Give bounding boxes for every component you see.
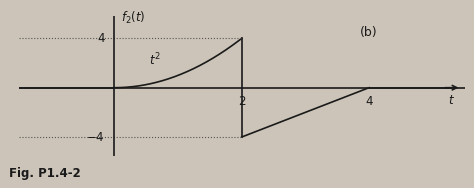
Text: $t^2$: $t^2$ — [149, 51, 161, 68]
Text: $f_2(t)$: $f_2(t)$ — [121, 10, 146, 26]
Text: (b): (b) — [360, 26, 378, 39]
Text: $t$: $t$ — [448, 94, 455, 108]
Text: 4: 4 — [365, 95, 373, 108]
Text: 4: 4 — [97, 32, 105, 45]
Text: Fig. P1.4-2: Fig. P1.4-2 — [9, 168, 81, 180]
Text: 2: 2 — [238, 95, 246, 108]
Text: $-4$: $-4$ — [86, 130, 105, 143]
